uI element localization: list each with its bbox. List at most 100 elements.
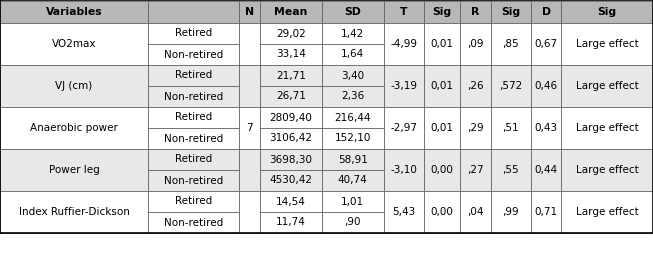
Bar — [148, 1, 238, 23]
Bar — [260, 86, 322, 107]
Text: 152,10: 152,10 — [334, 134, 371, 144]
Text: ,04: ,04 — [467, 207, 484, 217]
Text: 33,14: 33,14 — [276, 50, 306, 59]
Text: 21,71: 21,71 — [276, 71, 306, 81]
Bar — [460, 149, 490, 191]
Text: Large effect: Large effect — [576, 39, 639, 49]
Text: ,572: ,572 — [499, 81, 522, 91]
Text: ,09: ,09 — [467, 39, 484, 49]
Text: Large effect: Large effect — [576, 207, 639, 217]
Text: Large effect: Large effect — [576, 81, 639, 91]
Bar — [490, 191, 531, 233]
Bar — [260, 191, 322, 212]
Bar — [148, 107, 238, 128]
Bar — [260, 107, 322, 128]
Text: VJ (cm): VJ (cm) — [56, 81, 93, 91]
Bar — [562, 23, 653, 65]
Bar — [384, 191, 424, 233]
Bar — [562, 107, 653, 149]
Text: -4,99: -4,99 — [390, 39, 417, 49]
Bar — [424, 1, 460, 23]
Text: Retired: Retired — [175, 71, 212, 81]
Bar — [562, 1, 653, 23]
Text: ,85: ,85 — [502, 39, 519, 49]
Bar — [531, 107, 562, 149]
Bar — [531, 149, 562, 191]
Bar — [260, 128, 322, 149]
Bar — [322, 44, 384, 65]
Text: Retired: Retired — [175, 113, 212, 122]
Text: ,26: ,26 — [467, 81, 484, 91]
Bar — [148, 23, 238, 44]
Text: 40,74: 40,74 — [338, 176, 368, 185]
Text: Non-retired: Non-retired — [164, 176, 223, 185]
Text: Index Ruffier-Dickson: Index Ruffier-Dickson — [18, 207, 129, 217]
Text: Mean: Mean — [274, 7, 308, 17]
Bar — [424, 23, 460, 65]
Bar — [384, 65, 424, 107]
Text: R: R — [471, 7, 479, 17]
Text: 3106,42: 3106,42 — [269, 134, 312, 144]
Bar — [260, 149, 322, 170]
Bar — [238, 107, 260, 149]
Text: 0,00: 0,00 — [430, 207, 453, 217]
Bar — [424, 65, 460, 107]
Bar — [460, 191, 490, 233]
Bar — [260, 65, 322, 86]
Text: 11,74: 11,74 — [276, 217, 306, 228]
Text: Large effect: Large effect — [576, 123, 639, 133]
Text: Sig: Sig — [597, 7, 616, 17]
Text: 7: 7 — [246, 123, 253, 133]
Bar — [322, 23, 384, 44]
Text: -3,10: -3,10 — [390, 165, 417, 175]
Text: Non-retired: Non-retired — [164, 217, 223, 228]
Text: 2,36: 2,36 — [341, 91, 364, 102]
Bar — [460, 107, 490, 149]
Bar — [424, 149, 460, 191]
Text: Retired: Retired — [175, 197, 212, 207]
Bar — [562, 149, 653, 191]
Text: ,99: ,99 — [502, 207, 519, 217]
Text: 0,01: 0,01 — [430, 39, 454, 49]
Bar — [460, 1, 490, 23]
Bar — [531, 1, 562, 23]
Bar — [562, 65, 653, 107]
Text: 0,01: 0,01 — [430, 81, 454, 91]
Bar — [260, 170, 322, 191]
Text: Non-retired: Non-retired — [164, 134, 223, 144]
Bar — [148, 212, 238, 233]
Text: 0,01: 0,01 — [430, 123, 454, 133]
Text: -2,97: -2,97 — [390, 123, 417, 133]
Bar — [148, 170, 238, 191]
Text: 216,44: 216,44 — [334, 113, 371, 122]
Text: Sig: Sig — [502, 7, 520, 17]
Bar — [148, 149, 238, 170]
Bar — [0, 191, 148, 233]
Text: ,27: ,27 — [467, 165, 484, 175]
Bar — [238, 23, 260, 65]
Text: 0,00: 0,00 — [430, 165, 453, 175]
Text: SD: SD — [344, 7, 361, 17]
Text: Non-retired: Non-retired — [164, 50, 223, 59]
Bar — [384, 1, 424, 23]
Bar — [322, 128, 384, 149]
Bar — [148, 44, 238, 65]
Text: T: T — [400, 7, 407, 17]
Text: 0,67: 0,67 — [535, 39, 558, 49]
Text: 3698,30: 3698,30 — [269, 154, 312, 165]
Text: 2809,40: 2809,40 — [269, 113, 312, 122]
Text: VO2max: VO2max — [52, 39, 96, 49]
Text: ,51: ,51 — [502, 123, 519, 133]
Text: Sig: Sig — [432, 7, 452, 17]
Bar — [238, 149, 260, 191]
Bar — [322, 191, 384, 212]
Text: Anaerobic power: Anaerobic power — [30, 123, 118, 133]
Bar — [260, 1, 322, 23]
Bar — [424, 191, 460, 233]
Bar — [0, 107, 148, 149]
Text: Power leg: Power leg — [48, 165, 99, 175]
Text: 0,46: 0,46 — [535, 81, 558, 91]
Bar — [531, 23, 562, 65]
Text: -3,19: -3,19 — [390, 81, 417, 91]
Text: 4530,42: 4530,42 — [269, 176, 312, 185]
